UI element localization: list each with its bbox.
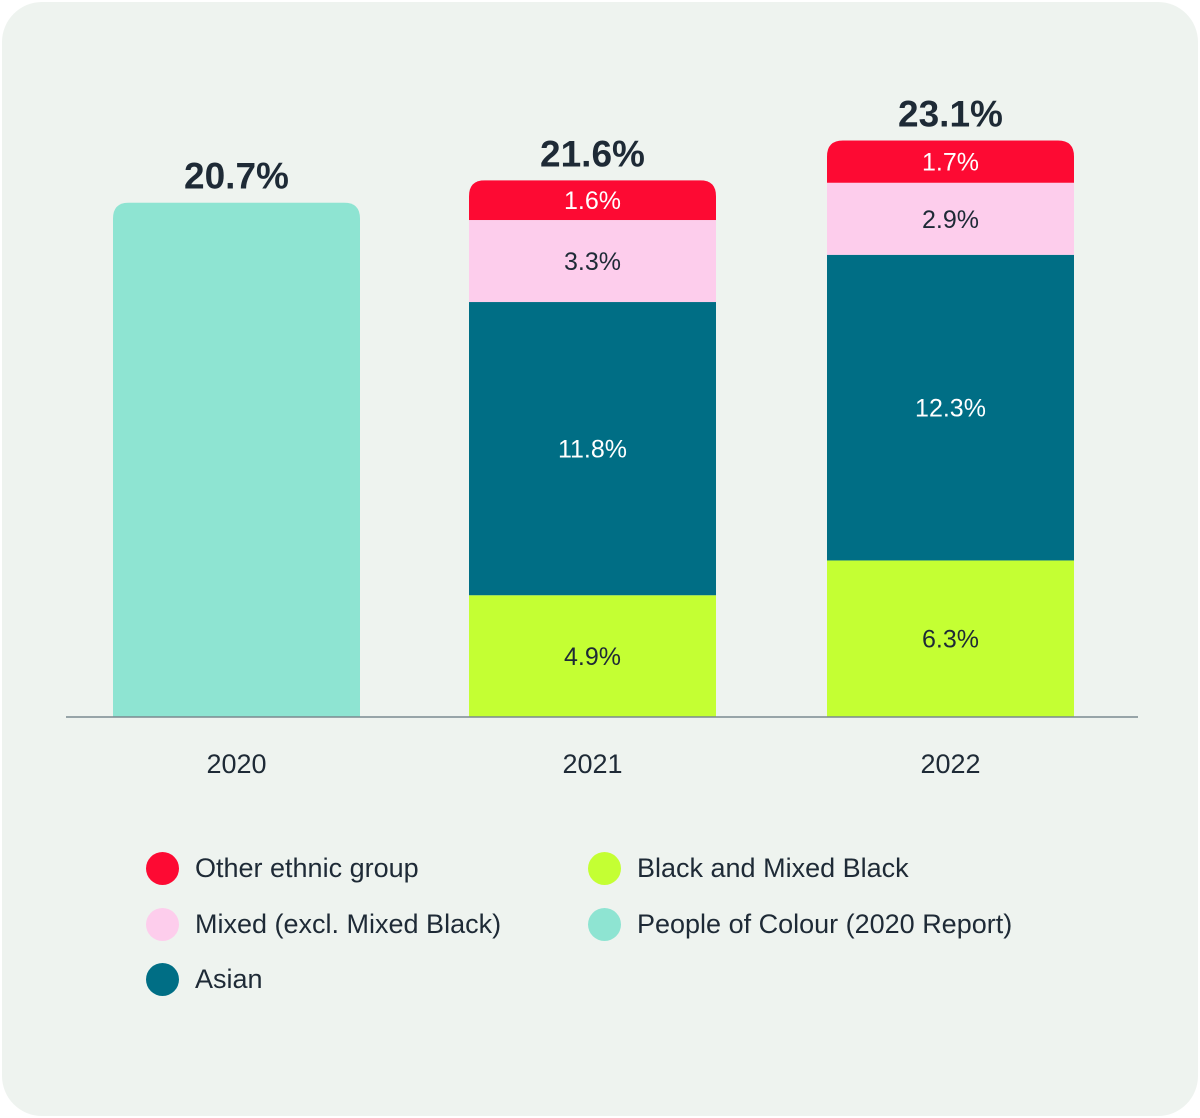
bar-2022-mixed	[827, 182, 1074, 255]
bar-2021-mixed	[469, 220, 716, 303]
data-label-2022-asian: 12.3%	[915, 395, 986, 423]
bar-stack-2020	[113, 202, 360, 718]
bar-2022-asian	[827, 254, 1074, 561]
bar-stack-2021	[469, 180, 716, 717]
bar-2022-black	[827, 560, 1074, 717]
data-label-2021-asian: 11.8%	[558, 436, 627, 464]
x-tick-label-2021: 2021	[562, 749, 622, 779]
bar-2021-black	[469, 595, 716, 717]
bar-2021-asian	[469, 302, 716, 596]
data-label-2022-other: 1.7%	[922, 149, 979, 177]
data-label-2021-other: 1.6%	[564, 187, 621, 215]
total-label-2022: 23.1%	[898, 94, 1003, 135]
bar-2020-poc	[113, 202, 360, 718]
data-label-2021-black: 4.9%	[564, 643, 621, 671]
bar-2022-other	[827, 140, 1074, 183]
total-label-2020: 20.7%	[184, 156, 289, 197]
x-tick-label-2020: 2020	[206, 749, 266, 779]
x-tick-label-2022: 2022	[920, 749, 980, 779]
data-label-2022-mixed: 2.9%	[922, 206, 979, 234]
data-label-2021-mixed: 3.3%	[564, 248, 621, 276]
data-label-2022-black: 6.3%	[922, 626, 979, 654]
bar-stack-2022	[827, 140, 1074, 717]
bar-2021-other	[469, 180, 716, 221]
total-label-2021: 21.6%	[540, 133, 645, 174]
